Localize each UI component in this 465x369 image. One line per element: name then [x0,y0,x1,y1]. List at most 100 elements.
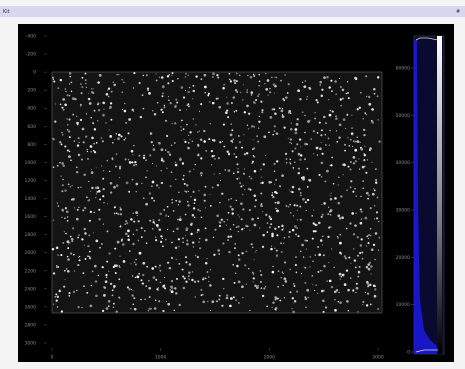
speckle [150,132,153,135]
speckle [131,263,132,264]
y-tick-label: 200 [27,88,36,94]
speckle [271,77,272,78]
speckle [249,189,251,191]
speckle [250,178,252,180]
speckle [351,127,353,129]
speckle [300,146,301,147]
speckle [195,124,196,125]
speckle [164,277,165,278]
speckle [60,104,62,106]
speckle [216,300,218,302]
speckle [207,301,208,302]
speckle [89,102,92,105]
speckle [311,275,313,277]
speckle [140,116,142,118]
speckle [252,272,254,274]
speckle [168,96,169,97]
speckle [260,205,262,207]
speckle [119,267,120,268]
speckle [282,115,285,118]
speckle [107,160,109,162]
speckle [171,202,173,204]
speckle [70,236,72,238]
speckle [357,311,359,313]
speckle [328,99,329,100]
speckle [155,236,156,237]
speckle [69,83,70,84]
speckle [281,225,283,227]
speckle [138,82,140,84]
speckle [332,111,334,113]
speckle [221,305,223,307]
speckle [197,132,198,133]
speckle [313,153,314,154]
speckle [234,111,235,112]
speckle [97,104,99,106]
speckle [89,220,91,222]
speckle [159,264,161,266]
speckle [219,173,220,174]
x-tick-label: 0 [51,355,54,361]
speckle [308,297,310,299]
speckle [222,278,224,280]
speckle [154,307,157,310]
speckle [359,169,360,170]
speckle [250,91,253,94]
speckle [187,105,188,106]
speckle [156,73,157,74]
speckle [64,231,65,232]
speckle [339,242,342,245]
speckle [297,219,298,220]
speckle [230,134,233,137]
speckle [84,232,86,234]
speckle [330,164,332,166]
speckle [155,266,157,268]
speckle [272,271,275,274]
speckle [89,251,91,253]
speckle [146,266,148,268]
speckle [255,99,257,101]
speckle [221,193,223,195]
speckle [65,88,66,89]
speckle [182,275,184,277]
speckle [112,142,114,144]
speckle [113,186,116,189]
speckle [208,281,209,282]
speckle [76,167,78,169]
speckle [261,111,263,113]
speckle [200,289,202,291]
speckle [185,281,187,283]
speckle [306,240,308,242]
speckle [276,234,278,236]
speckle [311,138,313,140]
speckle [279,300,281,302]
speckle [237,171,239,173]
speckle [204,86,207,89]
speckle [86,292,88,294]
speckle [321,270,322,271]
speckle [320,84,321,85]
speckle [195,164,196,165]
speckle [286,162,287,163]
speckle [71,185,72,186]
speckle [285,153,287,155]
speckle [233,173,235,175]
speckle [186,184,188,186]
speckle [203,140,206,143]
speckle [73,254,75,256]
speckle [57,296,59,298]
speckle [217,249,220,252]
speckle [161,76,164,79]
window-button[interactable]: # [456,9,460,15]
speckle [188,191,189,192]
speckle [307,199,309,201]
speckle [133,234,134,235]
speckle [297,118,299,120]
speckle [254,284,257,287]
speckle [83,173,86,176]
speckle [131,150,134,153]
speckle [113,285,116,288]
speckle [374,93,376,95]
speckle [165,120,167,122]
image [52,72,382,313]
